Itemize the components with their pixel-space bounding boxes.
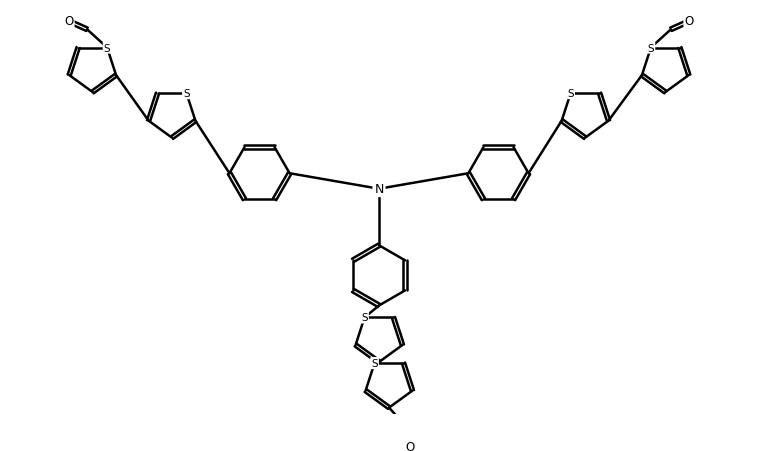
Text: O: O xyxy=(684,14,694,28)
Text: S: S xyxy=(647,43,654,53)
Text: S: S xyxy=(371,358,378,368)
Text: N: N xyxy=(374,183,384,196)
Text: O: O xyxy=(64,14,74,28)
Text: S: S xyxy=(104,43,111,53)
Text: S: S xyxy=(567,89,574,99)
Text: O: O xyxy=(406,440,415,451)
Text: S: S xyxy=(183,89,190,99)
Text: S: S xyxy=(362,313,368,323)
